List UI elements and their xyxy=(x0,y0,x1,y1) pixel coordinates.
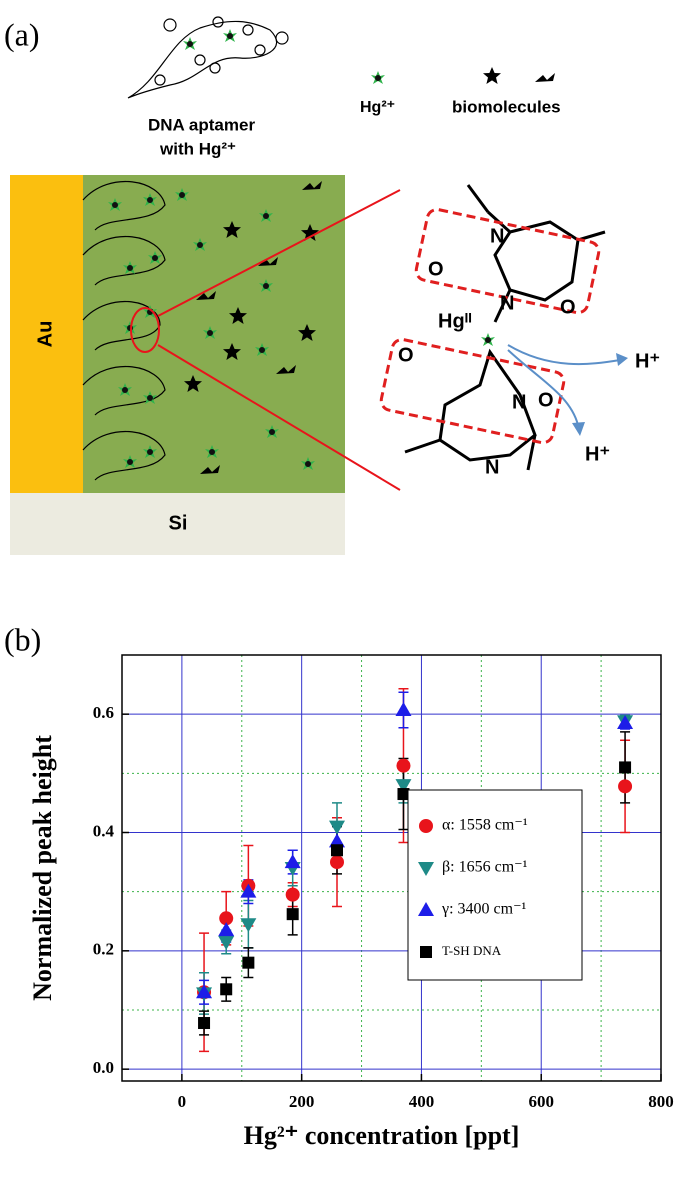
atom: O xyxy=(538,389,554,411)
panel-label: (a) xyxy=(4,16,40,52)
legend: α: 1558 cm⁻¹ β: 1656 cm⁻¹ γ: 3400 cm⁻¹ T-SH… xyxy=(407,789,583,981)
key-label: DNA aptamer xyxy=(148,115,255,134)
point xyxy=(218,935,235,950)
ion-icon xyxy=(183,37,197,50)
point xyxy=(617,715,634,730)
atom: N xyxy=(500,292,514,314)
legend-box xyxy=(407,789,583,981)
point xyxy=(196,984,213,999)
point xyxy=(240,918,257,933)
point xyxy=(219,911,234,926)
plot-frame xyxy=(121,654,662,1082)
x-tick-label: 600 xyxy=(528,1092,554,1111)
point xyxy=(396,758,411,773)
y-tick-label: 0.6 xyxy=(93,703,114,722)
point xyxy=(395,702,412,717)
y-axis-label: Normalized peak height xyxy=(28,735,57,1001)
proton: H⁺ xyxy=(585,443,610,465)
layer-label: Si xyxy=(169,512,188,534)
ion-icon xyxy=(371,71,385,84)
legend-label: α: 1558 cm⁻¹ xyxy=(442,817,528,834)
point xyxy=(330,855,345,870)
solution xyxy=(83,175,345,493)
point xyxy=(284,854,301,869)
point xyxy=(286,908,299,921)
panel-label: (b) xyxy=(4,621,41,657)
legend-label: γ: 3400 cm⁻¹ xyxy=(441,901,527,918)
x-tick-label: 800 xyxy=(648,1092,674,1111)
proton: H⁺ xyxy=(635,350,660,372)
x-axis-label: Hg²⁺ concentration [ppt] xyxy=(244,1121,520,1150)
atom: N xyxy=(490,225,504,247)
y-tick-label: 0.4 xyxy=(93,821,115,840)
arrowhead xyxy=(616,353,628,366)
biomolecule-icon xyxy=(483,67,501,84)
point xyxy=(242,956,255,969)
point xyxy=(220,983,233,996)
x-tick-label: 200 xyxy=(289,1092,315,1111)
atom: O xyxy=(560,296,576,318)
atom-labels: N N O O Hgᴵᴵ O N O N H⁺ H⁺ xyxy=(398,225,660,478)
point xyxy=(397,788,410,801)
zoom-circle xyxy=(130,307,160,353)
ion-icon xyxy=(481,333,495,346)
atom: O xyxy=(428,258,444,280)
arrows xyxy=(507,344,621,426)
legend-label: T-SH DNA xyxy=(442,943,502,958)
gold-layer xyxy=(10,175,83,493)
point xyxy=(329,820,346,835)
atom: N xyxy=(485,456,499,478)
aptamer-strands xyxy=(82,180,166,481)
point xyxy=(619,761,632,774)
atom: O xyxy=(398,344,414,366)
zoom-lines xyxy=(157,189,401,491)
point xyxy=(618,779,633,794)
y-tick-label: 0.0 xyxy=(93,1058,114,1077)
highlight-box xyxy=(379,338,566,445)
aptamer-icon xyxy=(127,16,289,99)
point xyxy=(240,883,257,898)
plot: 0 200 400 600 800 0.0 0.2 0.4 0.6 Hg²⁺ concentrat… xyxy=(28,654,674,1150)
key-label: with Hg²⁺ xyxy=(159,139,236,158)
point xyxy=(198,1017,211,1030)
point xyxy=(331,844,344,857)
legend-marker xyxy=(418,902,434,916)
substrate xyxy=(10,493,345,555)
biomolecule-icon xyxy=(535,73,555,82)
x-tick-label: 0 xyxy=(178,1092,187,1111)
atom: Hgᴵᴵ xyxy=(438,310,472,332)
ion-icon xyxy=(223,29,237,42)
highlight-box xyxy=(414,208,601,315)
arrowhead xyxy=(572,422,585,436)
x-tick-label: 400 xyxy=(409,1092,435,1111)
legend-marker xyxy=(418,862,434,876)
layer-label: Au xyxy=(34,321,56,348)
y-tick-label: 0.2 xyxy=(93,940,114,959)
point xyxy=(395,779,412,794)
key-label: Hg²⁺ xyxy=(360,99,395,116)
point xyxy=(285,887,300,902)
legend-marker xyxy=(420,946,432,958)
point xyxy=(329,833,346,848)
legend-marker xyxy=(419,819,433,833)
atom: N xyxy=(512,391,526,413)
point xyxy=(218,922,235,937)
legend-label: β: 1656 cm⁻¹ xyxy=(442,859,528,876)
key-label: biomolecules xyxy=(452,97,561,116)
